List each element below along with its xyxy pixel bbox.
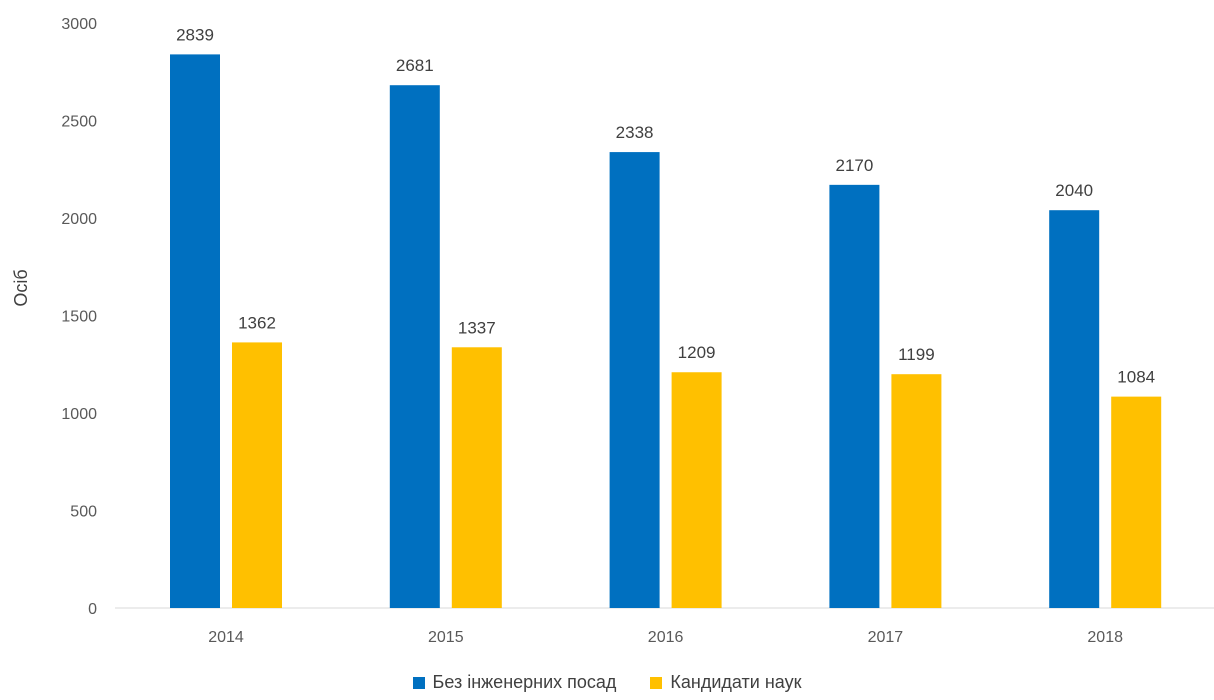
bars xyxy=(170,54,1162,608)
data-label-series-1-2014: 2839 xyxy=(176,25,214,44)
data-label-series-2-2016: 1209 xyxy=(678,343,716,362)
y-tick-label: 3000 xyxy=(61,16,97,33)
legend-item-series-1: Без інженерних посад xyxy=(412,672,617,693)
x-axis-ticks: 2014 2015 2016 2017 2018 xyxy=(208,629,1123,646)
legend-label-series-2: Кандидати наук xyxy=(670,672,802,692)
legend: Без інженерних посад Кандидати наук xyxy=(0,672,1214,693)
bar-series-2-2015 xyxy=(451,347,502,608)
data-label-series-2-2015: 1337 xyxy=(458,318,496,337)
y-tick-label: 1000 xyxy=(61,406,97,423)
y-axis-ticks: 0 500 1000 1500 2000 2500 3000 xyxy=(61,16,97,618)
x-tick-label: 2016 xyxy=(648,629,684,646)
bar-series-1-2015 xyxy=(389,85,440,608)
legend-item-series-2: Кандидати наук xyxy=(650,672,801,693)
x-tick-label: 2018 xyxy=(1087,629,1123,646)
y-tick-label: 500 xyxy=(70,504,97,521)
data-label-series-1-2015: 2681 xyxy=(396,56,434,75)
x-tick-label: 2015 xyxy=(428,629,464,646)
bar-series-2-2018 xyxy=(1111,396,1162,608)
y-axis-label: Осіб xyxy=(11,269,31,306)
y-tick-label: 2000 xyxy=(61,211,97,228)
x-tick-label: 2014 xyxy=(208,629,244,646)
data-label-series-2-2014: 1362 xyxy=(238,313,276,332)
legend-swatch-series-1 xyxy=(412,676,425,689)
bar-series-2-2016 xyxy=(671,372,722,608)
legend-label-series-1: Без інженерних посад xyxy=(432,672,617,692)
data-label-series-1-2016: 2338 xyxy=(616,123,654,142)
x-tick-label: 2017 xyxy=(868,629,904,646)
bar-series-1-2018 xyxy=(1049,210,1100,608)
data-label-series-1-2017: 2170 xyxy=(835,156,873,175)
data-label-series-1-2018: 2040 xyxy=(1055,181,1093,200)
bar-series-1-2016 xyxy=(609,152,660,608)
legend-swatch-series-2 xyxy=(650,676,663,689)
bar-series-1-2017 xyxy=(829,184,880,608)
y-tick-label: 0 xyxy=(88,601,97,618)
data-label-series-2-2017: 1199 xyxy=(898,345,935,364)
data-labels: 2839 1362 2681 1337 2338 1209 2170 1199 2040 1084 xyxy=(176,25,1155,386)
bar-series-2-2017 xyxy=(891,374,942,608)
bar-series-1-2014 xyxy=(170,54,220,608)
y-tick-label: 2500 xyxy=(61,114,97,131)
y-tick-label: 1500 xyxy=(61,309,97,326)
data-label-series-2-2018: 1084 xyxy=(1117,368,1155,387)
bar-series-2-2014 xyxy=(232,342,282,608)
